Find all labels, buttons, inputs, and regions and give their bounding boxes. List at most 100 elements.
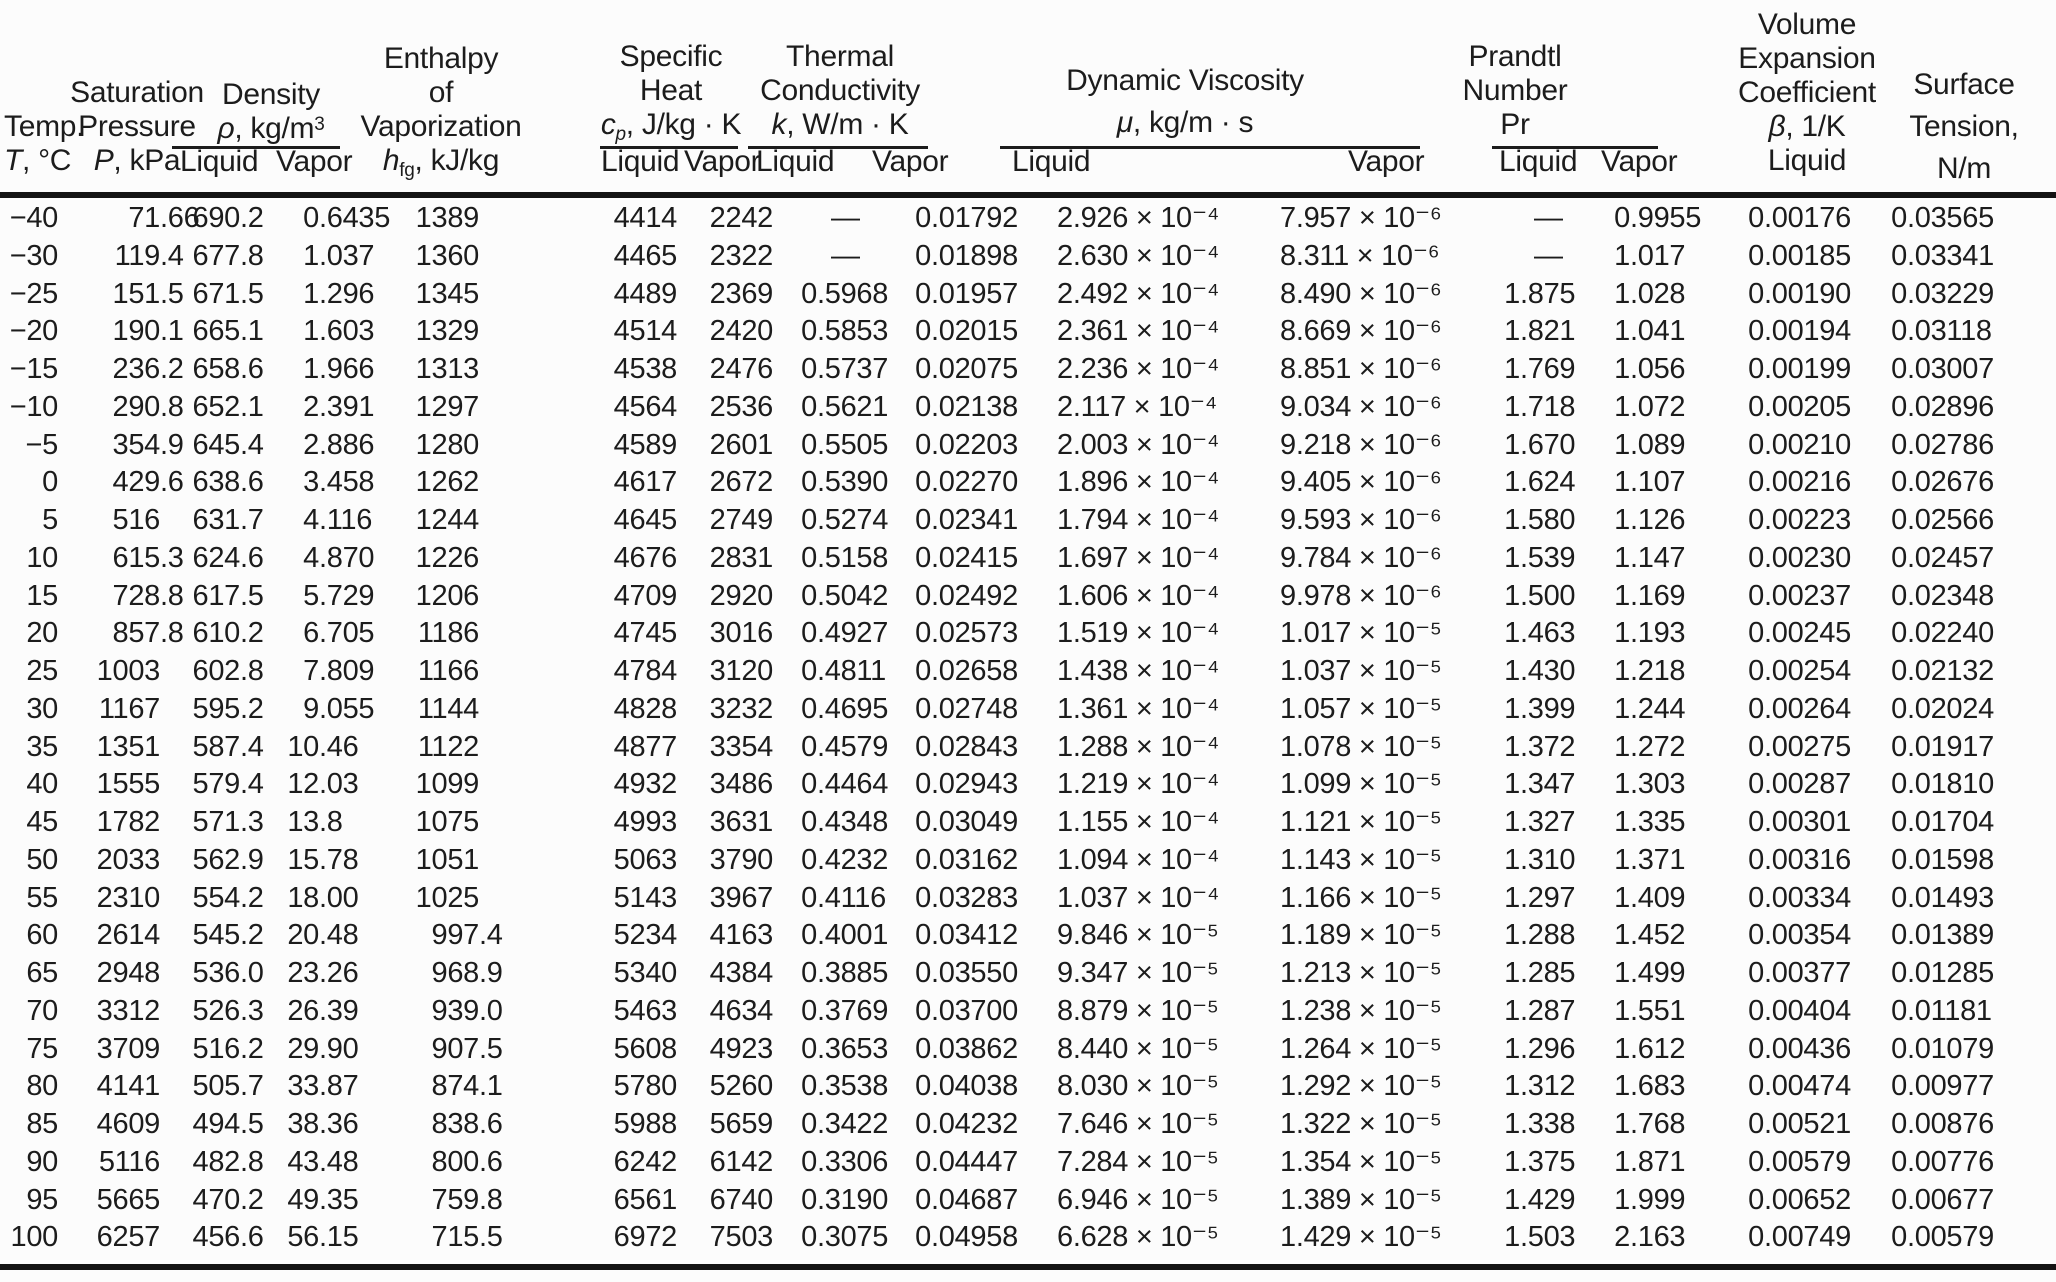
table-row: 50 2033 562.9 15.78 1051 5063 3790 0.4232 0.0316… xyxy=(0,842,2056,880)
cell-density_vapor: 4.870 xyxy=(303,541,375,574)
cell-cp_vapor: 2672 xyxy=(709,466,774,499)
cell-beta_liquid: 0.00354 xyxy=(1748,919,1851,952)
cell-density_vapor: 33.87 xyxy=(287,1070,359,1103)
cell-mu_vapor: 1.389 × 10⁻⁵ xyxy=(1280,1183,1442,1216)
cell-beta_liquid: 0.00210 xyxy=(1748,428,1851,461)
cell-density_vapor: 9.055 xyxy=(303,692,375,725)
cell-beta_liquid: 0.00237 xyxy=(1748,579,1851,612)
pressure-symbol-unit: P, kPa xyxy=(93,144,181,177)
cell-cp_vapor: 4384 xyxy=(709,957,774,989)
cell-pr_liquid: 1.500 xyxy=(1504,579,1576,612)
cell-density_vapor: 6.705 xyxy=(303,617,375,650)
cell-pr_liquid: 1.718 xyxy=(1504,390,1576,423)
cell-saturation_pressure: 290.8 xyxy=(112,390,184,423)
cell-saturation_pressure: 2614 xyxy=(96,919,161,952)
cell-cp_vapor: 6142 xyxy=(709,1145,774,1178)
cell-density_vapor: 2.391 xyxy=(303,390,375,423)
conductivity-spanner-rule xyxy=(748,146,928,149)
prandtl-label-1: Prandtl xyxy=(1468,40,1562,73)
cell-density_vapor: 38.36 xyxy=(287,1108,359,1140)
cell-pr_liquid: 1.624 xyxy=(1504,466,1576,499)
cell-density_vapor: 4.116 xyxy=(303,504,373,536)
cell-temp: 95 xyxy=(26,1183,58,1216)
cell-k_liquid: — xyxy=(831,239,860,272)
cell-k_liquid: 0.4695 xyxy=(801,692,889,725)
cell-mu_liquid: 7.284 × 10⁻⁵ xyxy=(1057,1145,1219,1178)
cell-temp: 50 xyxy=(26,843,58,876)
cell-pr_vapor: 1.041 xyxy=(1614,315,1686,348)
cell-mu_liquid: 1.438 × 10⁻⁴ xyxy=(1057,655,1220,687)
density-label: Density xyxy=(222,78,320,111)
cell-h_fg: 939.0 xyxy=(431,994,503,1027)
cell-pr_liquid: 1.285 xyxy=(1504,957,1576,989)
table-row: 35 1351 587.4 10.46 1122 4877 3354 0.4579 0.0284… xyxy=(0,729,2056,767)
cell-density_liquid: 571.3 xyxy=(192,806,264,838)
cell-k_vapor: 0.01898 xyxy=(915,239,1018,272)
cell-k_vapor: 0.03283 xyxy=(915,881,1018,914)
cell-k_vapor: 0.02270 xyxy=(915,466,1018,499)
cell-temp: 90 xyxy=(26,1145,58,1178)
specific-heat-label-2: Heat xyxy=(639,74,703,107)
cell-k_vapor: 0.02658 xyxy=(915,655,1018,687)
prandtl-liquid-subhead: Liquid xyxy=(1499,145,1578,178)
cell-surface_tension: 0.01810 xyxy=(1891,768,1994,801)
cell-beta_liquid: 0.00652 xyxy=(1748,1183,1851,1216)
temp-label: Temp. xyxy=(4,110,85,143)
cell-temp: −5 xyxy=(25,428,59,461)
cell-temp: 0 xyxy=(42,466,58,499)
cell-pr_vapor: 1.612 xyxy=(1614,1032,1686,1065)
cell-cp_vapor: 3016 xyxy=(709,617,774,650)
cell-mu_vapor: 1.189 × 10⁻⁵ xyxy=(1280,919,1442,952)
cell-temp: 30 xyxy=(26,692,58,725)
cell-cp_vapor: 3967 xyxy=(709,881,774,914)
cell-k_liquid: 0.5853 xyxy=(801,315,889,348)
cell-beta_liquid: 0.00245 xyxy=(1748,617,1851,650)
cell-mu_liquid: 1.794 × 10⁻⁴ xyxy=(1057,504,1220,536)
cell-h_fg: 997.4 xyxy=(431,919,503,952)
cell-mu_vapor: 9.784 × 10⁻⁶ xyxy=(1280,541,1442,574)
cell-surface_tension: 0.02566 xyxy=(1891,504,1994,536)
cell-mu_liquid: 2.630 × 10⁻⁴ xyxy=(1057,239,1220,272)
cell-k_liquid: 0.5968 xyxy=(801,277,889,310)
prandtl-symbol: Pr xyxy=(1500,108,1530,141)
cell-density_vapor: 0.6435 xyxy=(303,202,391,234)
cell-cp_vapor: 2749 xyxy=(709,504,774,536)
cell-cp_vapor: 3631 xyxy=(709,806,774,838)
enthalpy-symbol-unit: hfg, kJ/kg xyxy=(382,144,500,181)
column-header-volume-expansion: Volume Expansion Coefficient β, 1/K Liqu… xyxy=(1722,8,1892,178)
cell-pr_liquid: 1.430 xyxy=(1504,655,1576,687)
cell-surface_tension: 0.01285 xyxy=(1891,957,1994,989)
cell-density_vapor: 13.8 xyxy=(287,806,343,838)
conductivity-liquid-subhead: Liquid xyxy=(756,145,835,178)
surface-tension-label-1: Surface xyxy=(1913,68,2015,101)
table-row: 90 5116 482.8 43.48 800.6 6242 6142 0.3306 0.044… xyxy=(0,1144,2056,1182)
cell-density_liquid: 516.2 xyxy=(192,1032,264,1065)
cell-mu_vapor: 9.034 × 10⁻⁶ xyxy=(1280,390,1442,423)
cell-pr_vapor: 1.056 xyxy=(1614,353,1686,385)
cell-cp_vapor: 2322 xyxy=(709,239,774,272)
cell-density_vapor: 7.809 xyxy=(303,655,375,687)
table-row: −25 151.5 671.5 1.296 1345 4489 2369 0.5968 0.01… xyxy=(0,276,2056,314)
cell-cp_liquid: 5988 xyxy=(613,1108,678,1140)
cell-pr_liquid: 1.327 xyxy=(1504,806,1576,838)
cell-density_liquid: 494.5 xyxy=(192,1108,264,1140)
cell-density_liquid: 579.4 xyxy=(192,768,264,801)
cell-cp_liquid: 5463 xyxy=(613,994,678,1027)
cell-h_fg: 1025 xyxy=(415,881,480,914)
cell-k_vapor: 0.02015 xyxy=(915,315,1018,348)
cell-cp_vapor: 6740 xyxy=(709,1183,774,1216)
cell-surface_tension: 0.01704 xyxy=(1891,806,1994,838)
cell-pr_vapor: 1.169 xyxy=(1614,579,1686,612)
cell-density_vapor: 2.886 xyxy=(303,428,375,461)
cell-density_liquid: 526.3 xyxy=(192,994,264,1027)
cell-h_fg: 1244 xyxy=(415,504,480,536)
column-header-temperature: Temp. T, °C xyxy=(4,110,96,178)
cell-pr_liquid: — xyxy=(1534,239,1563,272)
cell-pr_vapor: 1.371 xyxy=(1614,843,1686,876)
cell-surface_tension: 0.02676 xyxy=(1891,466,1994,499)
cell-pr_vapor: 1.072 xyxy=(1614,390,1686,423)
cell-h_fg: 1262 xyxy=(415,466,480,499)
cell-beta_liquid: 0.00185 xyxy=(1748,239,1851,272)
cell-cp_liquid: 4617 xyxy=(613,466,678,499)
cell-saturation_pressure: 151.5 xyxy=(112,277,184,310)
